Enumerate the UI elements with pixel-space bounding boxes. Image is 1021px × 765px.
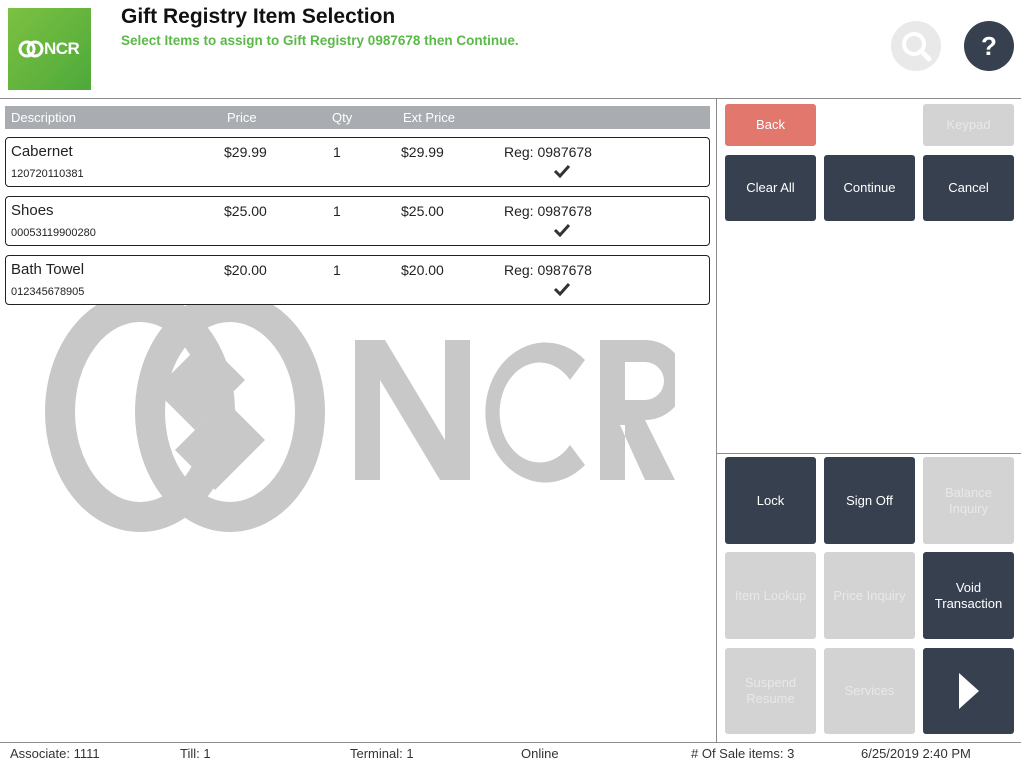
sign-off-button[interactable]: Sign Off (824, 457, 915, 544)
item-description: Cabernet (11, 143, 73, 160)
suspend-resume-button[interactable]: Suspend Resume (725, 648, 816, 734)
ncr-watermark (45, 292, 675, 532)
table-row[interactable]: Cabernet 120720110381 $29.99 1 $29.99 Re… (5, 137, 710, 187)
terminal-label: Terminal: 1 (350, 746, 414, 761)
play-arrow-icon (958, 673, 979, 709)
till-label: Till: 1 (180, 746, 211, 761)
items-table-header: Description Price Qty Ext Price (5, 106, 710, 129)
column-description: Description (11, 110, 77, 125)
column-price: Price (227, 110, 257, 125)
item-registry: Reg: 0987678 (504, 203, 592, 219)
next-page-button[interactable] (923, 648, 1014, 734)
sale-items-count: # Of Sale items: 3 (691, 746, 795, 761)
column-qty: Qty (332, 110, 353, 125)
table-row[interactable]: Shoes 00053119900280 $25.00 1 $25.00 Reg… (5, 196, 710, 246)
back-button[interactable]: Back (725, 104, 816, 146)
question-mark-icon: ? (981, 31, 997, 61)
lock-button[interactable]: Lock (725, 457, 816, 544)
item-registry: Reg: 0987678 (504, 144, 592, 160)
button-panel-divider (716, 453, 1021, 454)
item-price: $25.00 (224, 203, 267, 219)
panel-divider (716, 99, 717, 742)
ncr-logo: NCR (8, 8, 91, 90)
checkmark-icon (553, 164, 571, 178)
item-description: Bath Towel (11, 261, 85, 278)
item-sku: 00053119900280 (11, 227, 96, 239)
checkmark-icon (553, 223, 571, 237)
item-price: $20.00 (224, 262, 267, 278)
item-qty: 1 (333, 203, 341, 219)
void-transaction-button[interactable]: Void Transaction (923, 552, 1014, 639)
item-description: Shoes (11, 202, 54, 219)
continue-button[interactable]: Continue (824, 155, 915, 221)
checkmark-icon (553, 282, 571, 296)
keypad-button[interactable]: Keypad (923, 104, 1014, 146)
item-ext-price: $20.00 (401, 262, 444, 278)
item-lookup-button[interactable]: Item Lookup (725, 552, 816, 639)
balance-inquiry-button[interactable]: Balance Inquiry (923, 457, 1014, 544)
table-row[interactable]: Bath Towel 012345678905 $20.00 1 $20.00 … (5, 255, 710, 305)
header: NCR Gift Registry Item Selection Select … (0, 0, 1021, 99)
search-icon (902, 32, 932, 62)
logo-text: NCR (44, 39, 80, 58)
search-button[interactable] (891, 21, 941, 71)
item-price: $29.99 (224, 144, 267, 160)
column-ext-price: Ext Price (403, 110, 456, 125)
item-qty: 1 (333, 144, 341, 160)
item-qty: 1 (333, 262, 341, 278)
item-registry: Reg: 0987678 (504, 262, 592, 278)
cancel-button[interactable]: Cancel (923, 155, 1014, 221)
page-subtitle: Select Items to assign to Gift Registry … (121, 33, 519, 48)
price-inquiry-button[interactable]: Price Inquiry (824, 552, 915, 639)
footer-divider (0, 742, 1021, 743)
page-title: Gift Registry Item Selection (121, 5, 396, 28)
associate-label: Associate: 1111 (10, 746, 100, 761)
item-sku: 120720110381 (11, 168, 84, 180)
help-button[interactable]: ? (964, 21, 1014, 71)
services-button[interactable]: Services (824, 648, 915, 734)
item-sku: 012345678905 (11, 286, 85, 298)
ncr-logo-mark-icon (18, 40, 44, 58)
item-ext-price: $25.00 (401, 203, 444, 219)
online-status: Online (521, 746, 559, 761)
clear-all-button[interactable]: Clear All (725, 155, 816, 221)
date-time: 6/25/2019 2:40 PM (861, 746, 971, 761)
item-ext-price: $29.99 (401, 144, 444, 160)
